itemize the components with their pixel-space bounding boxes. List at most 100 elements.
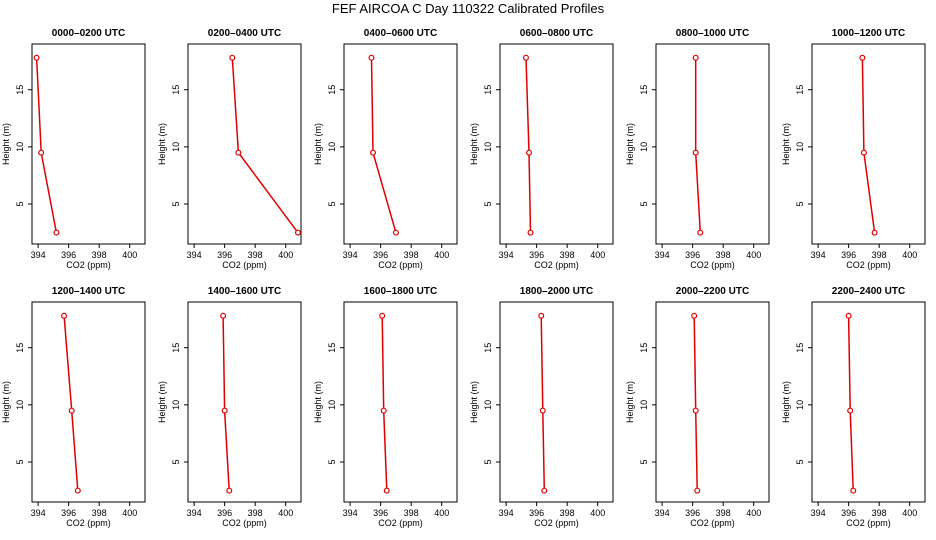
x-tick-label: 400	[434, 250, 449, 260]
x-tick-label: 394	[655, 250, 670, 260]
x-tick-label: 398	[716, 250, 731, 260]
y-axis-label: Height (m)	[469, 123, 479, 165]
panel-title: 0600–0800 UTC	[520, 28, 593, 39]
data-point	[539, 407, 546, 414]
y-tick-label: 5	[639, 459, 649, 464]
data-point	[383, 487, 390, 494]
x-axis-label: CO2 (ppm)	[534, 518, 579, 528]
x-tick-label: 398	[560, 508, 575, 518]
x-tick-label: 394	[187, 508, 202, 518]
x-tick-label: 400	[278, 250, 293, 260]
figure-title: FEF AIRCOA C Day 110322 Calibrated Profi…	[332, 1, 605, 16]
panel: 1600–1800 UTC 394 396 398 400 CO2 (ppm) 5 10 15 H…	[313, 286, 458, 528]
x-axis-label: CO2 (ppm)	[222, 518, 267, 528]
data-point	[871, 229, 878, 236]
panel: 1800–2000 UTC 394 396 398 400 CO2 (ppm) 5 10 15 H…	[469, 286, 614, 528]
y-axis-label: Height (m)	[1, 381, 11, 423]
data-point	[392, 229, 399, 236]
x-tick-label: 398	[872, 250, 887, 260]
panel: 1200–1400 UTC 394 396 398 400 CO2 (ppm) 5 10 15 H…	[1, 286, 146, 528]
x-tick-label: 394	[499, 250, 514, 260]
y-tick-label: 10	[15, 142, 25, 152]
data-point	[541, 487, 548, 494]
data-point	[691, 312, 698, 319]
plot-frame	[499, 43, 614, 245]
panel-title: 1400–1600 UTC	[208, 286, 281, 297]
data-point	[370, 149, 377, 156]
y-axis-label: Height (m)	[781, 381, 791, 423]
panel: 2200–2400 UTC 394 396 398 400 CO2 (ppm) 5 10 15 H…	[781, 286, 926, 528]
data-point	[33, 54, 40, 61]
x-tick-label: 398	[92, 508, 107, 518]
plot-frame	[343, 301, 458, 503]
x-tick-label: 398	[560, 250, 575, 260]
x-tick-label: 396	[61, 508, 76, 518]
profile-line	[381, 315, 388, 491]
x-axis-label: CO2 (ppm)	[690, 518, 735, 528]
profile-line	[63, 315, 79, 491]
panel-title: 0000–0200 UTC	[52, 28, 125, 39]
data-point	[235, 149, 242, 156]
data-point	[221, 407, 228, 414]
data-point	[692, 149, 699, 156]
x-tick-label: 396	[373, 508, 388, 518]
panel: 0600–0800 UTC 394 396 398 400 CO2 (ppm) 5 10 15 H…	[469, 28, 614, 270]
x-tick-label: 394	[187, 250, 202, 260]
x-axis-label: CO2 (ppm)	[378, 518, 423, 528]
plot-frame	[31, 301, 146, 503]
y-tick-label: 10	[327, 142, 337, 152]
x-tick-label: 400	[902, 250, 917, 260]
panel: 2000–2200 UTC 394 396 398 400 CO2 (ppm) 5 10 15 H…	[625, 286, 770, 528]
y-tick-label: 5	[483, 201, 493, 206]
profile-line	[370, 57, 397, 233]
x-tick-label: 400	[902, 508, 917, 518]
y-tick-label: 15	[15, 343, 25, 353]
data-point	[694, 487, 701, 494]
data-point	[53, 229, 60, 236]
panel-title: 2000–2200 UTC	[676, 286, 749, 297]
y-tick-label: 5	[171, 201, 181, 206]
y-tick-label: 15	[483, 85, 493, 95]
panel-title: 1600–1800 UTC	[364, 286, 437, 297]
panel: 0400–0600 UTC 394 396 398 400 CO2 (ppm) 5 10 15 H…	[313, 28, 458, 270]
panel-title: 0400–0600 UTC	[364, 28, 437, 39]
y-tick-label: 15	[327, 343, 337, 353]
panels-grid: 0000–0200 UTC 394 396 398 400 CO2 (ppm) 5 10 15 H…	[1, 28, 926, 528]
panel-title: 0800–1000 UTC	[676, 28, 749, 39]
y-tick-label: 15	[795, 343, 805, 353]
panel: 0800–1000 UTC 394 396 398 400 CO2 (ppm) 5 10 15 H…	[625, 28, 770, 270]
data-point	[850, 487, 857, 494]
data-point	[380, 407, 387, 414]
x-tick-label: 394	[31, 250, 46, 260]
y-axis-label: Height (m)	[313, 381, 323, 423]
profile-line	[694, 57, 702, 233]
y-tick-label: 15	[483, 343, 493, 353]
x-tick-label: 396	[529, 250, 544, 260]
x-tick-label: 396	[373, 250, 388, 260]
x-axis-label: CO2 (ppm)	[534, 260, 579, 270]
x-tick-label: 396	[529, 508, 544, 518]
x-tick-label: 398	[404, 250, 419, 260]
y-tick-label: 5	[795, 459, 805, 464]
y-tick-label: 10	[639, 400, 649, 410]
y-tick-label: 10	[171, 400, 181, 410]
data-point	[229, 54, 236, 61]
x-axis-label: CO2 (ppm)	[222, 260, 267, 270]
data-point	[859, 54, 866, 61]
panel-title: 1800–2000 UTC	[520, 286, 593, 297]
plot-frame	[31, 43, 146, 245]
x-tick-label: 400	[746, 508, 761, 518]
y-tick-label: 5	[327, 459, 337, 464]
data-point	[379, 312, 386, 319]
data-point	[860, 149, 867, 156]
plot-frame	[187, 301, 302, 503]
plot-frame	[499, 301, 614, 503]
data-point	[522, 54, 529, 61]
y-tick-label: 10	[483, 142, 493, 152]
x-axis-label: CO2 (ppm)	[846, 518, 891, 528]
y-axis-label: Height (m)	[781, 123, 791, 165]
profile-line	[231, 57, 299, 234]
x-tick-label: 400	[590, 508, 605, 518]
data-point	[697, 229, 704, 236]
